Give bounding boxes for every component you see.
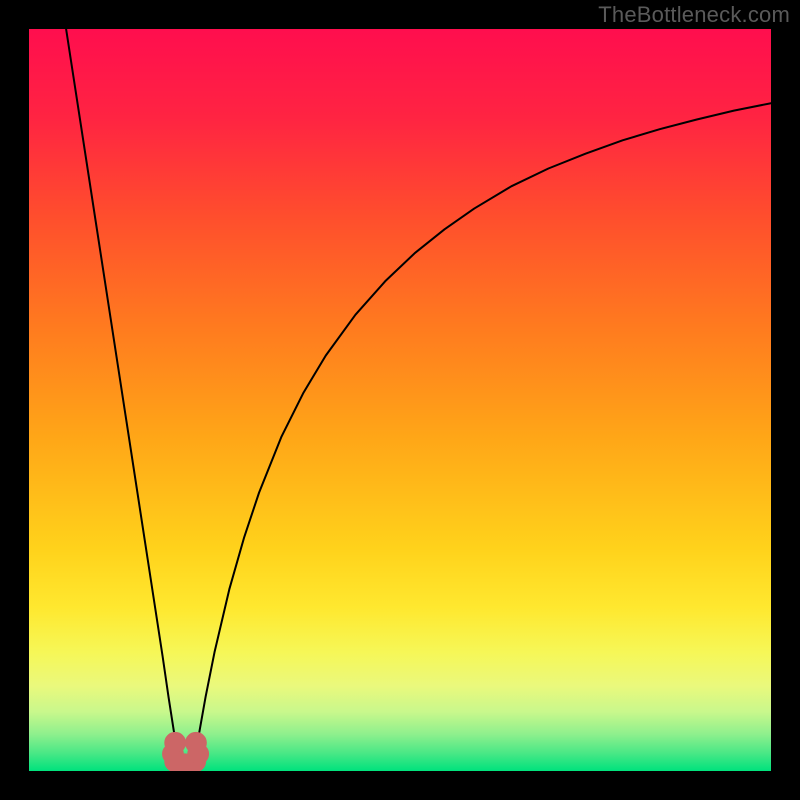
watermark-text: TheBottleneck.com xyxy=(598,2,790,28)
chart-container: TheBottleneck.com xyxy=(0,0,800,800)
valley-marker-dot xyxy=(186,732,207,753)
bottleneck-chart xyxy=(29,29,771,771)
chart-background xyxy=(29,29,771,771)
